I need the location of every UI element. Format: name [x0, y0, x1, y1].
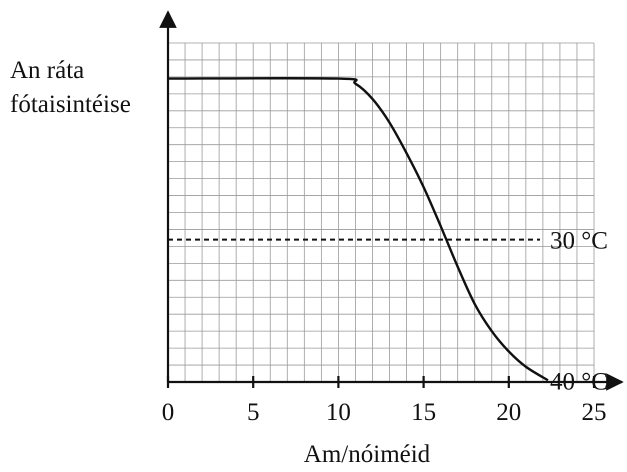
y-axis-label-line-1: An ráta — [10, 57, 84, 84]
x-tick-label: 0 — [162, 399, 175, 426]
x-tick-label: 20 — [496, 399, 521, 426]
annotations: 30 °C 40 °C — [550, 228, 608, 396]
axes — [159, 10, 624, 391]
y-axis-label-line-2: fótaisintéise — [10, 91, 131, 118]
series-layer — [167, 77, 549, 382]
annotation-label: 30 °C — [550, 228, 608, 255]
series-line — [167, 77, 549, 382]
grid — [167, 42, 595, 383]
x-tick-label: 15 — [411, 399, 436, 426]
x-tick-label: 25 — [582, 399, 607, 426]
x-tick-label: 10 — [326, 399, 351, 426]
x-tick-label: 5 — [247, 399, 260, 426]
x-axis-label: Am/nóiméid — [304, 441, 431, 468]
annotation-label: 40 °C — [550, 368, 608, 395]
x-tick-labels: 0 5 10 15 20 25 — [162, 399, 607, 426]
x-ticks — [166, 376, 596, 388]
